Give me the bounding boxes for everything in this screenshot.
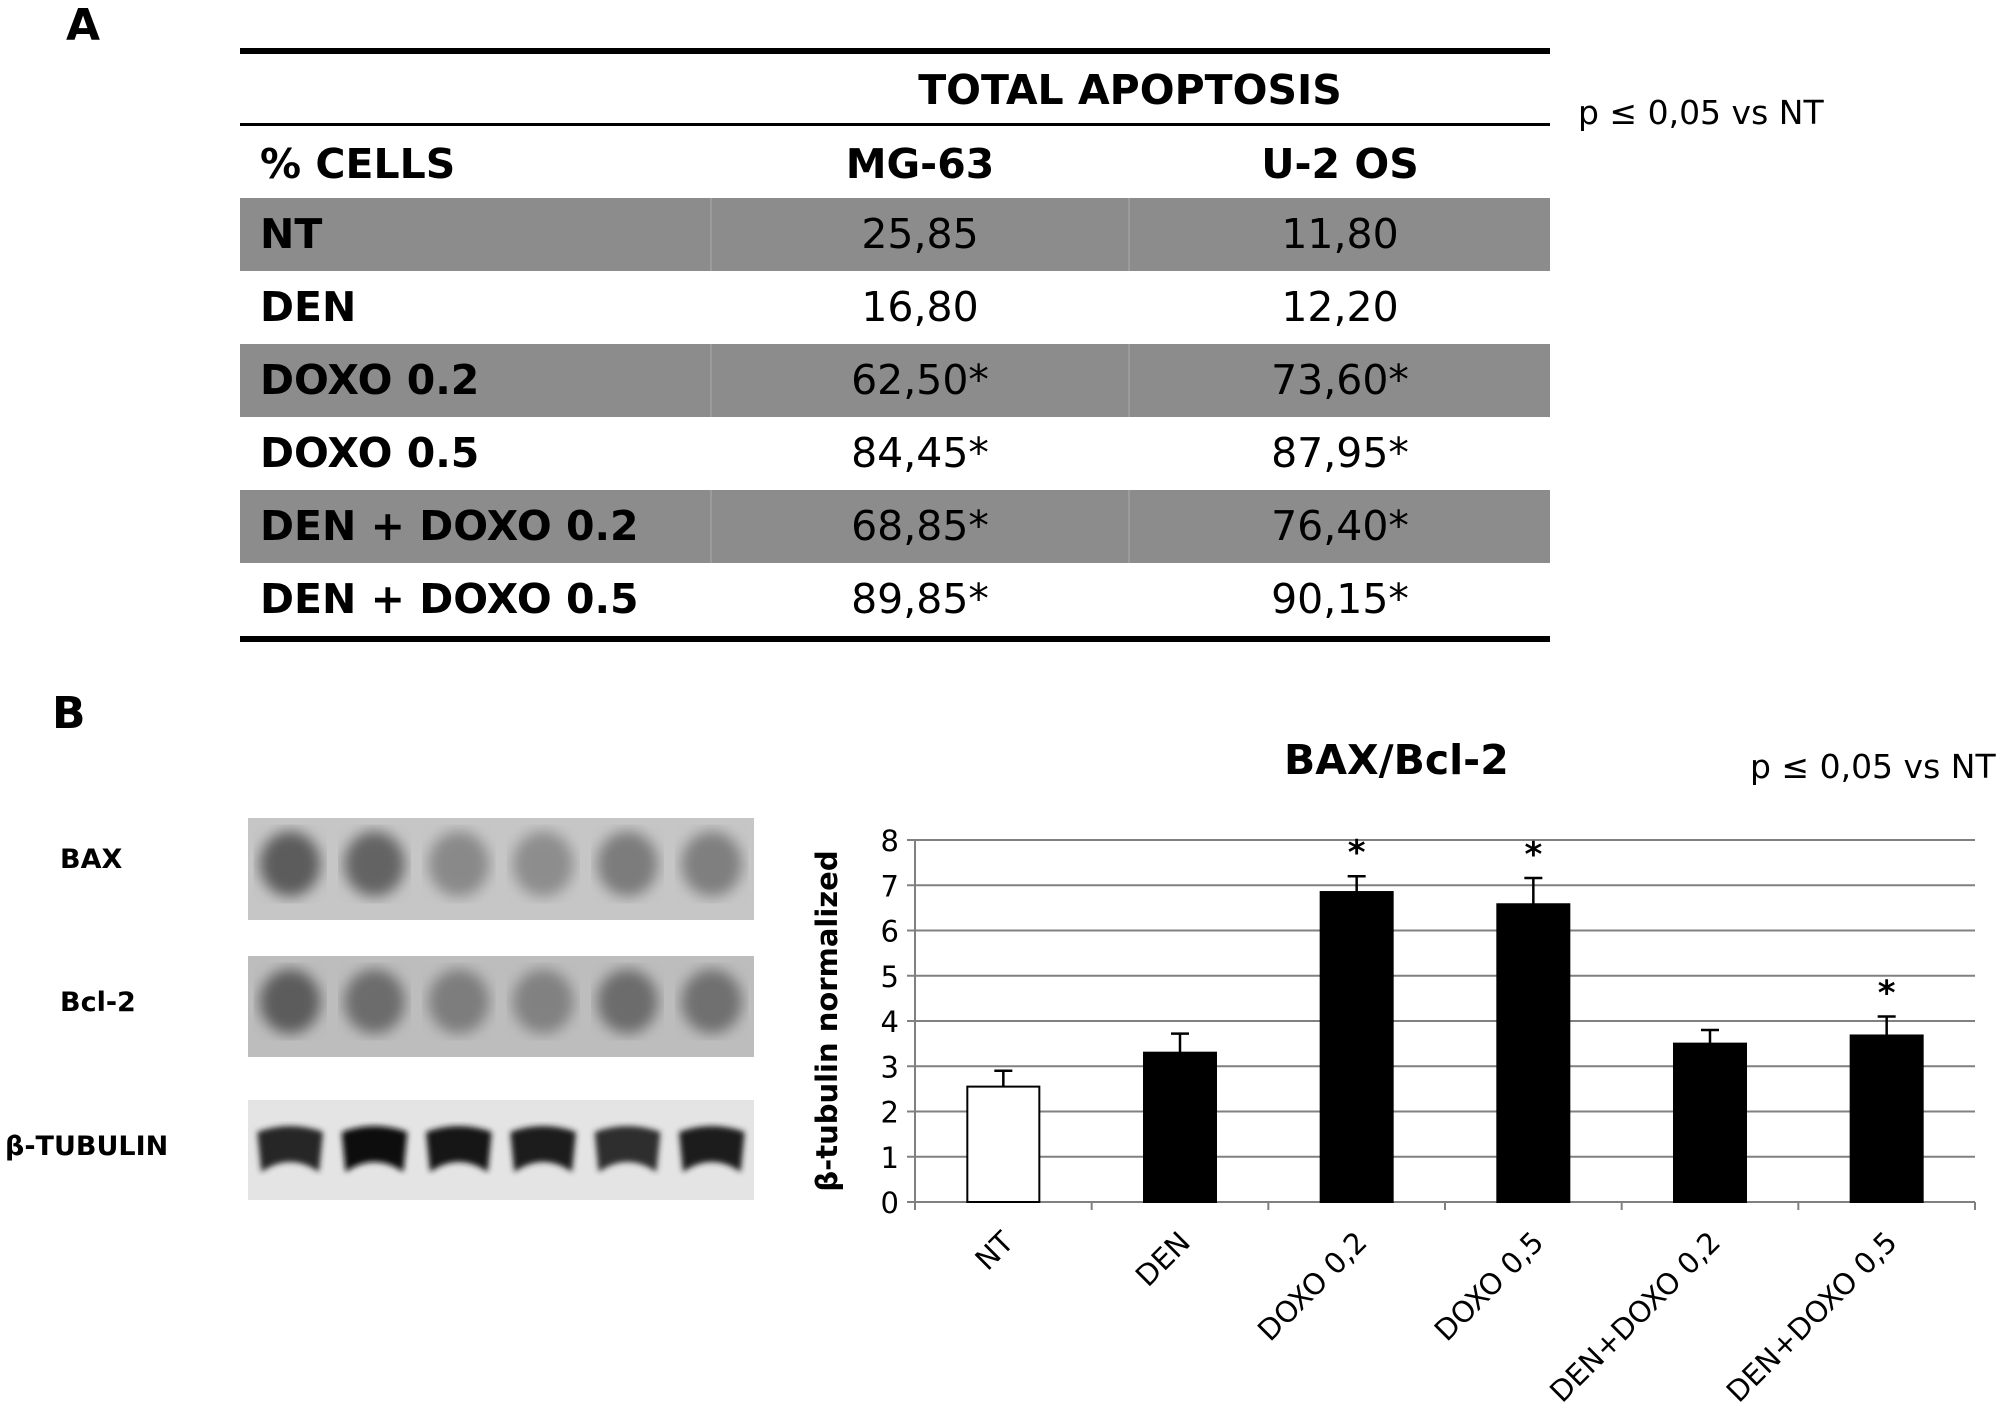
- cell-mg63: 68,85*: [851, 502, 989, 550]
- y-tick-label: 7: [881, 869, 899, 903]
- cell-mg63: 62,50*: [851, 356, 989, 404]
- blot-band: [257, 1126, 324, 1172]
- y-tick-label: 0: [881, 1186, 899, 1220]
- cell-separator: [1128, 344, 1130, 417]
- y-tick-label: 3: [881, 1050, 899, 1084]
- table-row: DOXO 0.2 62,50* 73,60*: [240, 344, 1550, 417]
- western-blot-bcl2: [248, 956, 754, 1057]
- y-tick-label: 6: [881, 915, 899, 949]
- row-label: DEN: [260, 283, 357, 331]
- blot-background: [248, 818, 754, 920]
- row-label: DOXO 0.2: [260, 356, 480, 404]
- blot-band: [428, 831, 490, 897]
- cell-mg63: 16,80: [861, 283, 979, 331]
- y-tick-label: 2: [881, 1096, 899, 1130]
- blot-band: [512, 831, 574, 897]
- x-tick-label: DOXO 0,2: [1251, 1225, 1374, 1348]
- x-tick-label: DEN+DOXO 0,2: [1543, 1225, 1727, 1409]
- y-tick-label: 1: [881, 1141, 899, 1175]
- blot-band: [512, 969, 574, 1034]
- table-header-rule: [710, 123, 1550, 126]
- panel-a-letter: A: [66, 0, 101, 51]
- x-tick-label: DEN: [1129, 1225, 1197, 1293]
- bax-bcl2-bar-chart: 0 1 2 3 4 5 6 7 8 β-tubulin normalized NT DEN * DOXO …: [810, 824, 1976, 1409]
- table-bottom-rule: [240, 636, 1550, 642]
- significance-note-b: p ≤ 0,05 vs NT: [1750, 747, 1996, 786]
- blot-band: [681, 831, 743, 897]
- header-u2os: U-2 OS: [1261, 140, 1419, 188]
- blot-band: [259, 969, 321, 1034]
- western-blot-bax: [248, 818, 754, 920]
- chart-title: BAX/Bcl-2: [1284, 736, 1509, 784]
- table-title: TOTAL APOPTOSIS: [918, 66, 1342, 114]
- table-header-rule-left: [240, 123, 710, 126]
- significance-marker: *: [1348, 833, 1366, 873]
- blot-background: [248, 956, 754, 1057]
- blot-band: [344, 831, 405, 897]
- bar: [1143, 1051, 1217, 1203]
- x-tick-label: DOXO 0,5: [1428, 1225, 1551, 1348]
- blot-band: [510, 1126, 577, 1172]
- cell-separator: [710, 198, 712, 271]
- cell-mg63: 89,85*: [851, 575, 989, 623]
- header-row-label: % CELLS: [260, 140, 456, 188]
- cell-u2os: 87,95*: [1271, 429, 1409, 477]
- row-label: DOXO 0.5: [260, 429, 480, 477]
- y-tick-label: 4: [881, 1005, 899, 1039]
- blot-band: [597, 831, 658, 897]
- cell-separator: [1128, 490, 1130, 563]
- cell-u2os: 12,20: [1281, 283, 1399, 331]
- significance-note-a: p ≤ 0,05 vs NT: [1578, 93, 1824, 132]
- blot-label-bax: BAX: [60, 844, 123, 875]
- blot-band: [428, 969, 490, 1034]
- blot-label-tubulin: β-TUBULIN: [5, 1131, 169, 1162]
- x-tick-label: NT: [968, 1225, 1020, 1277]
- y-tick-label: 5: [881, 960, 899, 994]
- blot-band: [341, 1126, 408, 1172]
- table-row: NT 25,85 11,80: [240, 198, 1550, 271]
- bar: [1319, 891, 1394, 1203]
- significance-marker: *: [1878, 973, 1896, 1013]
- table-row: DOXO 0.5 84,45* 87,95*: [240, 417, 1550, 490]
- cell-u2os: 73,60*: [1271, 356, 1409, 404]
- cell-separator: [710, 490, 712, 563]
- blot-band: [344, 969, 405, 1034]
- blot-background: [248, 1100, 754, 1200]
- y-axis-label: β-tubulin normalized: [810, 850, 844, 1191]
- blot-band: [678, 1126, 745, 1172]
- x-tick-label: DEN+DOXO 0,5: [1720, 1225, 1904, 1409]
- table-row: DEN + DOXO 0.5 89,85* 90,15*: [240, 563, 1550, 636]
- bar: [1673, 1042, 1747, 1203]
- blot-band: [681, 969, 743, 1034]
- row-label: DEN + DOXO 0.5: [260, 575, 639, 623]
- bar: [1496, 903, 1571, 1203]
- cell-u2os: 76,40*: [1271, 502, 1409, 550]
- table-row: DEN + DOXO 0.2 68,85* 76,40*: [240, 490, 1550, 563]
- y-tick-label: 8: [881, 824, 899, 858]
- cell-separator: [1128, 198, 1130, 271]
- western-blot-tubulin: [248, 1100, 754, 1200]
- cell-mg63: 25,85: [861, 210, 979, 258]
- row-label: DEN + DOXO 0.2: [260, 502, 639, 550]
- cell-u2os: 11,80: [1281, 210, 1399, 258]
- blot-band: [594, 1126, 661, 1172]
- blot-band: [597, 969, 658, 1034]
- cell-separator: [710, 344, 712, 417]
- apoptosis-table: TOTAL APOPTOSIS % CELLS MG-63 U-2 OS NT 2…: [240, 48, 1550, 642]
- table-top-rule: [240, 48, 1550, 54]
- blot-band: [259, 831, 321, 897]
- cell-mg63: 84,45*: [851, 429, 989, 477]
- panel-b-letter: B: [52, 688, 86, 739]
- bar: [1849, 1034, 1924, 1203]
- blot-band: [425, 1126, 492, 1172]
- row-label: NT: [260, 210, 323, 258]
- cell-u2os: 90,15*: [1271, 575, 1409, 623]
- table-row: DEN 16,80 12,20: [240, 271, 1550, 344]
- bar: [966, 1085, 1041, 1203]
- header-mg63: MG-63: [845, 140, 995, 188]
- significance-marker: *: [1524, 835, 1542, 875]
- blot-label-bcl2: Bcl-2: [60, 987, 136, 1018]
